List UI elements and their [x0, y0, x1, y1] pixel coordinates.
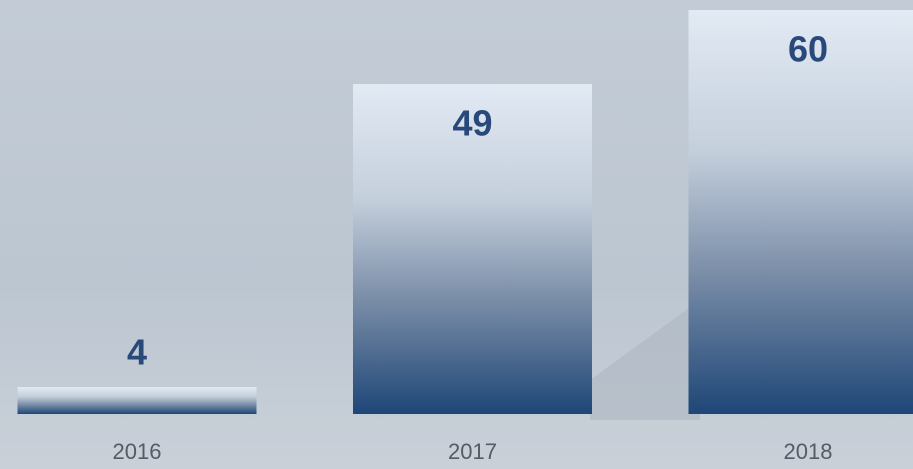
chart: 4 2016 49 2017 60 2018: [0, 0, 913, 469]
x-tick-label: 2016: [113, 439, 162, 464]
value-label: 60: [788, 29, 828, 70]
value-label: 4: [127, 332, 147, 373]
value-label: 49: [452, 103, 492, 144]
x-tick-label: 2017: [448, 439, 497, 464]
page: {"chart_data": {"type": "bar", "categori…: [0, 0, 913, 469]
bar: [18, 387, 257, 414]
x-tick-label: 2018: [784, 439, 833, 464]
bar: [689, 10, 913, 414]
